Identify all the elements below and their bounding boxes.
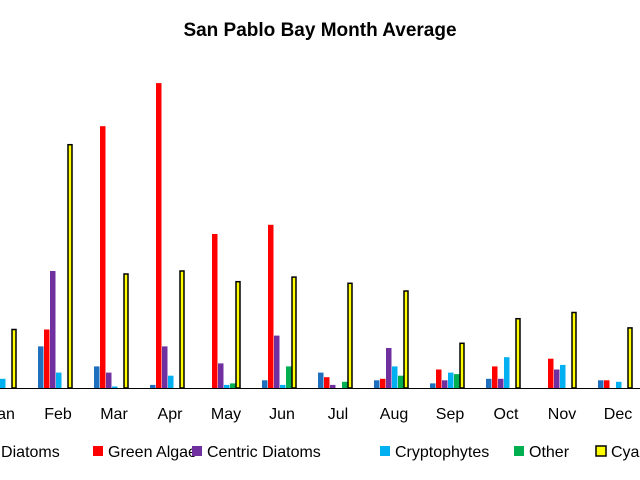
bar-cyanobacteria-mar xyxy=(123,273,129,389)
x-tick-label-sep: Sep xyxy=(436,406,465,423)
legend-label-green-algae: Green Algae xyxy=(108,444,197,461)
bar-centric-diatoms-mar xyxy=(106,372,112,388)
bar-cyanobacteria-feb xyxy=(67,143,73,389)
bar-other-may xyxy=(230,383,236,388)
legend-label-cryptophytes: Cryptophytes xyxy=(395,444,489,461)
bar-pennate-diatoms-mar xyxy=(94,366,100,388)
bar-cyanobacteria-dec xyxy=(627,327,633,389)
bar-group xyxy=(0,83,633,389)
bar-centric-diatoms-feb xyxy=(50,271,56,388)
bar-pennate-diatoms-aug xyxy=(374,380,380,388)
bar-centric-diatoms-jul xyxy=(330,384,336,388)
bar-pennate-diatoms-sep xyxy=(430,383,436,388)
legend: Pennate Diatoms Green Algae Centric Diatom… xyxy=(0,444,640,461)
legend-swatch-green-algae xyxy=(93,446,103,456)
chart-title: San Pablo Bay Month Average xyxy=(183,20,456,41)
bar-green-algae-mar xyxy=(100,126,106,388)
bar-green-algae-oct xyxy=(492,366,498,388)
x-tick-label-jul: Jul xyxy=(328,406,348,423)
bar-cyanobacteria-jul xyxy=(347,282,353,389)
bar-cryptophytes-apr xyxy=(168,375,174,388)
bar-green-algae-apr xyxy=(156,83,162,388)
legend-swatch-centric-diatoms xyxy=(192,446,202,456)
bar-green-algae-may xyxy=(212,234,218,388)
bar-centric-diatoms-apr xyxy=(162,346,168,388)
bar-centric-diatoms-may xyxy=(218,363,224,388)
bar-centric-diatoms-jun xyxy=(274,335,280,388)
bar-pennate-diatoms-jul xyxy=(318,372,324,388)
x-tick-label-feb: Feb xyxy=(44,406,72,423)
bar-cyanobacteria-nov xyxy=(571,311,577,389)
bar-green-algae-nov xyxy=(548,358,554,388)
x-tick-labels: Jan Feb Mar Apr May Jun Jul Aug Sep Oct Nov Dec xyxy=(0,406,632,423)
bar-pennate-diatoms-dec xyxy=(598,380,604,388)
x-tick-label-aug: Aug xyxy=(380,406,408,423)
x-tick-label-jun: Jun xyxy=(269,406,295,423)
legend-label-cyanobacteria: Cyanobacteria xyxy=(611,444,640,461)
legend-swatch-cryptophytes xyxy=(380,446,390,456)
bar-green-algae-sep xyxy=(436,369,442,388)
x-tick-label-may: May xyxy=(211,406,241,423)
bar-cryptophytes-may xyxy=(224,384,230,388)
bar-cyanobacteria-oct xyxy=(515,317,521,389)
x-tick-label-apr: Apr xyxy=(158,406,184,423)
bar-cryptophytes-jun xyxy=(280,384,286,388)
bar-cryptophytes-aug xyxy=(392,366,398,388)
bar-cyanobacteria-apr xyxy=(179,270,185,389)
legend-label-other: Other xyxy=(529,444,570,461)
x-tick-label-jan: Jan xyxy=(0,406,15,423)
bar-pennate-diatoms-oct xyxy=(486,378,492,388)
bar-cyanobacteria-sep xyxy=(459,342,465,389)
bar-cyanobacteria-aug xyxy=(403,290,409,389)
bar-cyanobacteria-jun xyxy=(291,276,297,389)
bar-green-algae-aug xyxy=(380,378,386,388)
bar-other-jun xyxy=(286,366,292,388)
bar-cryptophytes-jan xyxy=(0,378,6,388)
bar-cryptophytes-dec xyxy=(616,381,622,388)
bar-centric-diatoms-nov xyxy=(554,369,560,388)
bar-cryptophytes-sep xyxy=(448,372,454,388)
bar-green-algae-dec xyxy=(604,380,610,388)
bar-pennate-diatoms-feb xyxy=(38,346,44,388)
bar-other-jul xyxy=(342,381,348,388)
bar-centric-diatoms-aug xyxy=(386,348,392,388)
x-tick-label-dec: Dec xyxy=(604,406,632,423)
x-tick-label-nov: Nov xyxy=(548,406,576,423)
bar-pennate-diatoms-apr xyxy=(150,384,156,388)
bar-pennate-diatoms-jun xyxy=(262,380,268,388)
bar-green-algae-feb xyxy=(44,329,50,388)
legend-label-pennate-diatoms: Pennate Diatoms xyxy=(0,444,60,461)
legend-swatch-cyanobacteria xyxy=(595,445,607,457)
bar-cyanobacteria-jan xyxy=(11,328,17,389)
x-tick-label-oct: Oct xyxy=(494,406,519,423)
bar-cryptophytes-feb xyxy=(56,372,62,388)
bar-green-algae-jun xyxy=(268,224,274,388)
bar-cryptophytes-oct xyxy=(504,357,510,388)
bar-other-sep xyxy=(454,374,460,388)
bar-cyanobacteria-may xyxy=(235,280,241,389)
bar-centric-diatoms-sep xyxy=(442,380,448,388)
x-tick-label-mar: Mar xyxy=(100,406,128,423)
bar-green-algae-jul xyxy=(324,377,330,388)
legend-label-centric-diatoms: Centric Diatoms xyxy=(207,444,321,461)
bar-cryptophytes-mar xyxy=(112,386,118,388)
bar-other-aug xyxy=(398,375,404,388)
legend-swatch-other xyxy=(514,446,524,456)
bar-centric-diatoms-oct xyxy=(498,378,504,388)
bar-cryptophytes-nov xyxy=(560,364,566,388)
